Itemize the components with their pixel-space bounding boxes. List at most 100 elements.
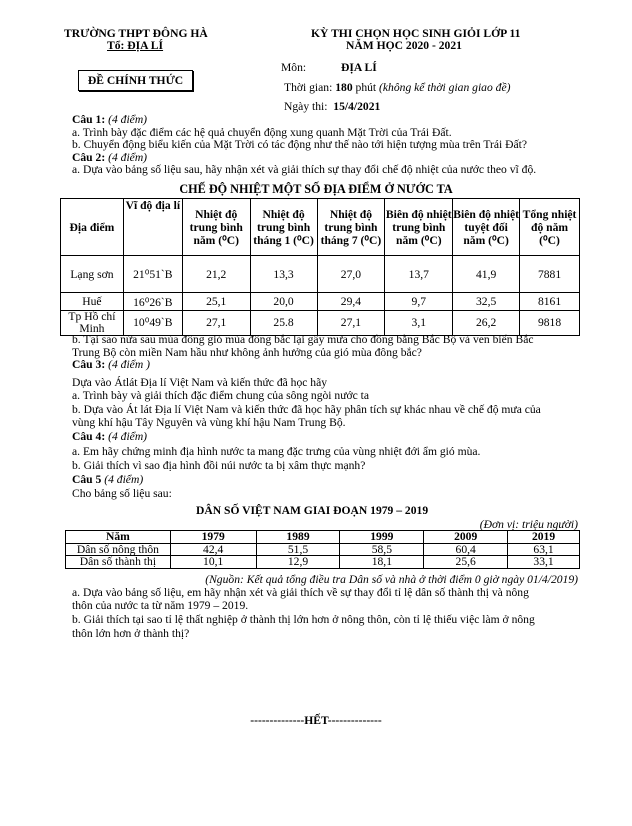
q3-intro: Dựa vào Átlát Địa lí Việt Nam và kiến th…	[72, 376, 328, 389]
header-cell: Nhiệt độ trung bình năm (⁰C)	[181, 198, 251, 256]
q1-heading: Câu 1: (4 điểm)	[72, 113, 147, 127]
cell: 21⁰51ˋB	[122, 255, 183, 293]
population-table-header: Năm 1979 1989 1999 2009 2019	[65, 530, 580, 544]
table-row: Dân số thành thị 10,1 12,9 18,1 25,6 33,1	[65, 555, 580, 569]
cell: 10⁰49ˋB	[122, 310, 183, 336]
cell: 42,4	[169, 542, 257, 556]
cell: 29,4	[316, 292, 386, 311]
q5-points: (4 điểm)	[104, 473, 144, 486]
header-cell: Vĩ độ địa lí	[122, 198, 183, 256]
header-cell: Năm	[65, 530, 171, 544]
cell: 21,2	[181, 255, 251, 293]
temperature-table-title: CHẾ ĐỘ NHIỆT MỘT SỐ ĐỊA ĐIỂM Ở NƯỚC TA	[179, 182, 453, 196]
official-label: ĐỀ CHÍNH THỨC	[78, 70, 193, 91]
q5-a-line1: a. Dựa vào bảng số liệu, em hãy nhận xét…	[72, 586, 529, 599]
population-table-source: (Nguồn: Kết quả tổng điều tra Dân số và …	[205, 573, 578, 586]
time-unit: phút	[355, 81, 377, 94]
header-cell: Nhiệt độ trung bình tháng 7 (⁰C)	[316, 198, 386, 256]
exam-title: KỲ THI CHỌN HỌC SINH GIỎI LỚP 11	[311, 27, 521, 40]
temperature-table-header: Địa điểm Vĩ độ địa lí Nhiệt độ trung bìn…	[60, 198, 580, 256]
cell: 9,7	[384, 292, 454, 311]
header-cell: Địa điểm	[60, 198, 124, 256]
q1-a: a. Trình bày đặc điểm các hệ quả chuyển …	[72, 125, 452, 139]
q3-a: a. Trình bày và giải thích đặc điểm chun…	[72, 389, 370, 402]
cell: 25,6	[423, 555, 509, 569]
header-cell: Biên độ nhiệt tuyệt đối năm (⁰C)	[452, 198, 521, 256]
header-cell: 2009	[423, 530, 509, 544]
cell: 10,1	[169, 555, 257, 569]
table-row: Tp Hồ chí Minh 10⁰49ˋB 27,1 25.8 27,1 3,1 26,2…	[60, 310, 580, 336]
date-value: 15/4/2021	[333, 100, 381, 113]
population-table: Năm 1979 1989 1999 2009 2019 Dân số nông thôn…	[65, 530, 580, 569]
cell: 25,1	[181, 292, 251, 311]
q2-b-line1: b. Tại sao nửa sau mùa đông gió mùa đông…	[72, 333, 534, 346]
q4-heading: Câu 4: (4 điểm)	[72, 430, 148, 444]
cell: Dân số thành thị	[65, 555, 171, 569]
q3-points: (4 điểm )	[108, 358, 150, 371]
cell: 7881	[519, 255, 580, 293]
cell: 3,1	[384, 310, 454, 336]
q4-title: Câu 4:	[72, 430, 106, 443]
cell: 18,1	[339, 555, 425, 569]
cell: Huế	[60, 292, 124, 311]
q5-b-line2: thôn lớn hơn ở thành thị?	[72, 627, 190, 640]
q3-b-line2: vùng khí hậu Tây Nguyên và vùng khí hậu …	[72, 416, 346, 429]
q3-heading: Câu 3: (4 điểm )	[72, 358, 150, 372]
header-cell: 1979	[169, 530, 257, 544]
table-row: Huế 16⁰26ˋB 25,1 20,0 29,4 9,7 32,5 8161	[60, 292, 580, 311]
cell: 27,0	[316, 255, 386, 293]
q3-title: Câu 3:	[72, 358, 106, 371]
q4-points: (4 điểm)	[108, 430, 148, 443]
time-note: (không kể thời gian giao đề)	[379, 81, 511, 94]
q2-title: Câu 2:	[72, 150, 106, 164]
header-cell: Tổng nhiệt độ năm (⁰C)	[519, 198, 580, 256]
cell: Dân số nông thôn	[65, 542, 171, 556]
q5-intro: Cho bảng số liệu sau:	[72, 487, 172, 500]
exam-time: Thời gian: 180 phút (không kể thời gian …	[284, 81, 510, 94]
cell: 26,2	[452, 310, 521, 336]
date-label: Ngày thi:	[284, 100, 328, 113]
q2-b-line2: Trung Bộ còn miền Nam hầu như không ảnh …	[72, 345, 422, 359]
header-cell: Biên độ nhiệt trung bình năm (⁰C)	[384, 198, 454, 256]
q4-a: a. Em hãy chứng minh địa hình nước ta ma…	[72, 445, 481, 458]
cell: 32,5	[452, 292, 521, 311]
temperature-table: Địa điểm Vĩ độ địa lí Nhiệt độ trung bìn…	[60, 198, 580, 336]
table-row: Lạng sơn 21⁰51ˋB 21,2 13,3 27,0 13,7 41,9 7881	[60, 255, 580, 293]
q5-a-line2: thôn của nước ta từ năm 1979 – 2019.	[72, 599, 249, 612]
cell: 12,9	[255, 555, 341, 569]
cell: 25.8	[249, 310, 318, 336]
q4-b: b. Giải thích vì sao địa hình đồi núi nư…	[72, 459, 366, 472]
header-cell: Nhiệt độ trung bình tháng 1 (⁰C)	[249, 198, 318, 256]
time-value: 180	[335, 81, 353, 94]
cell: 27,1	[181, 310, 251, 336]
cell: Lạng sơn	[60, 255, 124, 293]
population-table-unit: (Đơn vị: triệu người)	[479, 518, 578, 531]
department: Tổ: ĐỊA LÍ	[107, 39, 164, 52]
cell: 63,1	[507, 542, 580, 556]
school-year: NĂM HỌC 2020 - 2021	[346, 39, 462, 52]
cell: 58,5	[339, 542, 425, 556]
cell: 60,4	[423, 542, 509, 556]
population-table-title: DÂN SỐ VIỆT NAM GIAI ĐOẠN 1979 – 2019	[196, 504, 429, 517]
q2-a: a. Dựa vào bảng số liệu sau, hãy nhận xé…	[72, 163, 537, 176]
q1-title: Câu 1:	[72, 113, 106, 126]
header-cell: 1989	[255, 530, 341, 544]
time-label: Thời gian:	[284, 81, 333, 94]
q5-heading: Câu 5 (4 điểm)	[72, 473, 144, 487]
cell: 9818	[519, 310, 580, 336]
school-name: TRƯỜNG THPT ĐÔNG HÀ	[64, 27, 208, 40]
header-cell: 2019	[507, 530, 580, 544]
subject: ĐỊA LÍ	[341, 61, 377, 74]
exam-date: Ngày thi: 15/4/2021	[284, 100, 380, 113]
cell: 20,0	[249, 292, 318, 311]
cell: 13,7	[384, 255, 454, 293]
cell: 33,1	[507, 555, 580, 569]
q5-b-line1: b. Giải thích tại sao tỉ lệ thất nghiệp …	[72, 613, 535, 626]
q2-heading: Câu 2: (4 điểm)	[72, 150, 147, 165]
cell: 13,3	[249, 255, 318, 293]
cell: 16⁰26ˋB	[122, 292, 183, 311]
cell: 41,9	[452, 255, 521, 293]
table-row: Dân số nông thôn 42,4 51,5 58,5 60,4 63,1	[65, 542, 580, 556]
q1-b: b. Chuyển động biểu kiến của Mặt Trời có…	[72, 138, 528, 151]
cell: 8161	[519, 292, 580, 311]
